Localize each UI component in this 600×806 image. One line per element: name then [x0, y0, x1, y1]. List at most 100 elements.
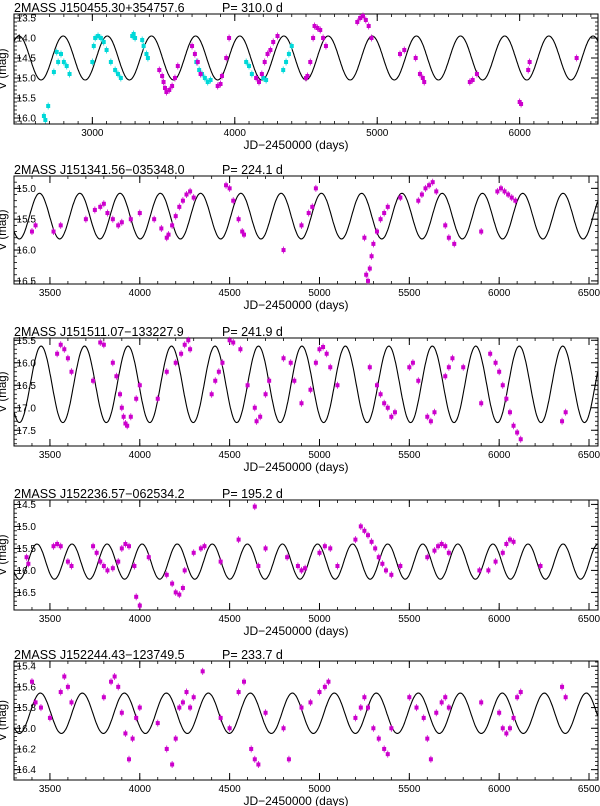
data-point	[358, 524, 363, 529]
data-point	[101, 342, 106, 347]
y-tick-label: 13.5	[17, 14, 37, 25]
data-point	[376, 555, 381, 560]
data-point	[560, 419, 565, 424]
data-point	[374, 383, 379, 388]
data-point	[362, 695, 367, 700]
data-point	[164, 235, 169, 240]
data-point	[188, 347, 193, 352]
x-tick-label: 5500	[398, 614, 421, 625]
data-point	[311, 36, 316, 40]
data-point	[208, 78, 213, 82]
panel-title: 2MASS J150455.30+354757.6	[14, 1, 185, 15]
data-point	[511, 715, 516, 720]
data-point	[265, 52, 270, 56]
data-point	[364, 272, 369, 277]
data-point	[155, 721, 160, 726]
data-point	[128, 217, 133, 222]
data-point	[504, 542, 509, 546]
data-point	[252, 757, 257, 762]
data-point	[177, 592, 182, 597]
data-point	[119, 710, 124, 715]
data-point	[258, 414, 263, 419]
data-point	[526, 68, 531, 72]
data-point	[227, 726, 232, 731]
data-point	[38, 705, 43, 710]
model-curve	[14, 543, 598, 580]
data-point	[170, 581, 175, 586]
data-point	[446, 365, 451, 370]
data-point	[450, 356, 455, 361]
data-point	[286, 52, 291, 56]
y-tick-label: 15.8	[17, 703, 37, 714]
data-point	[41, 114, 46, 118]
x-tick-label: 3500	[39, 450, 62, 461]
x-tick-label: 5000	[308, 288, 331, 299]
data-point	[286, 757, 291, 762]
data-point	[236, 217, 241, 222]
data-point	[137, 705, 142, 710]
x-tick-label: 6000	[488, 614, 511, 625]
x-tick-label: 6000	[488, 288, 511, 299]
data-point	[264, 78, 269, 82]
data-point	[119, 405, 124, 410]
data-point	[299, 568, 304, 573]
y-axis-label: V (mag)	[0, 700, 9, 741]
data-point	[191, 195, 196, 200]
data-point	[419, 192, 424, 197]
data-point	[432, 548, 437, 553]
data-point	[413, 56, 418, 60]
data-point	[389, 414, 394, 419]
x-tick-label: 6000	[488, 784, 511, 795]
data-point	[51, 70, 56, 74]
data-point	[166, 232, 171, 237]
data-point	[152, 217, 157, 222]
y-axis-label: V (mag)	[0, 209, 9, 250]
data-point	[422, 80, 427, 84]
y-tick-label: 15.5	[17, 544, 37, 555]
data-point	[202, 544, 207, 549]
data-point	[215, 84, 220, 88]
data-point	[353, 537, 358, 542]
data-point	[173, 360, 178, 365]
data-point	[432, 410, 437, 415]
y-tick-label: 17.0	[17, 403, 37, 414]
x-tick-label: 4000	[129, 450, 152, 461]
data-point	[56, 60, 61, 64]
data-point	[326, 679, 331, 684]
data-point	[380, 561, 385, 566]
data-point	[121, 414, 126, 419]
data-point	[328, 365, 333, 370]
data-point	[295, 564, 300, 568]
data-point	[299, 223, 304, 228]
data-point	[114, 374, 119, 379]
data-point	[160, 74, 165, 78]
data-point	[313, 360, 318, 365]
data-point	[47, 715, 52, 720]
period-label: P= 224.1 d	[222, 163, 283, 177]
data-point	[410, 360, 415, 365]
data-point	[110, 217, 115, 222]
data-point	[515, 430, 520, 435]
data-point	[198, 546, 203, 551]
data-point	[289, 44, 294, 48]
data-point	[538, 564, 543, 568]
data-point	[29, 229, 34, 234]
data-point	[500, 726, 505, 731]
data-point	[392, 410, 397, 415]
data-point	[306, 211, 311, 216]
data-point	[369, 254, 374, 259]
data-point	[365, 705, 370, 710]
data-point	[51, 229, 56, 234]
y-tick-label: 15.6	[17, 682, 37, 693]
data-point	[376, 736, 381, 741]
data-point	[421, 715, 426, 720]
data-point	[362, 528, 367, 533]
y-tick-label: 15.5	[17, 336, 37, 347]
data-point	[98, 36, 103, 40]
y-tick-label: 16.5	[17, 381, 37, 392]
data-point	[98, 340, 103, 345]
data-point	[164, 746, 169, 751]
data-point	[385, 204, 390, 209]
x-tick-label: 3500	[39, 288, 62, 299]
data-point	[385, 405, 390, 410]
